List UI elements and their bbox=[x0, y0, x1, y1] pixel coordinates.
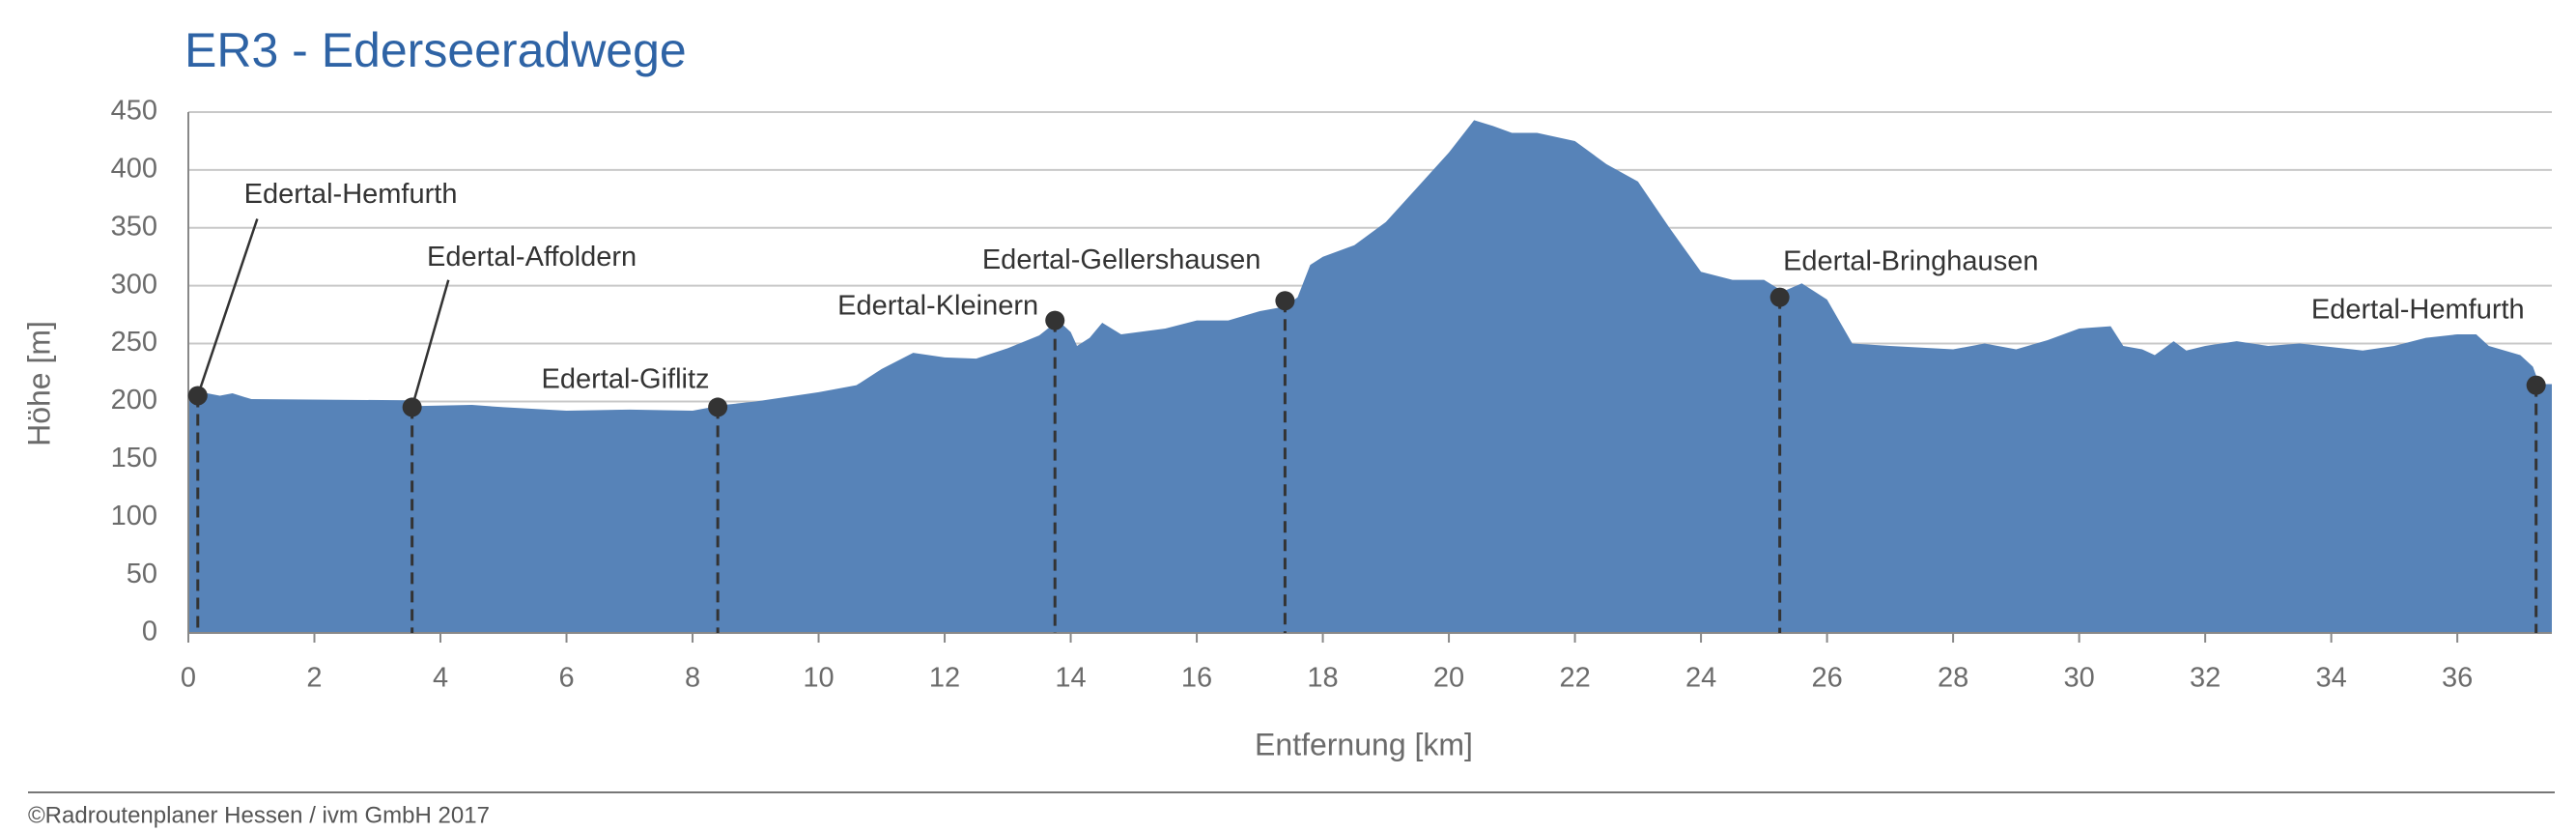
x-tick-label: 8 bbox=[685, 663, 700, 694]
x-tick-label: 6 bbox=[558, 663, 574, 694]
waypoint-marker bbox=[1275, 291, 1295, 311]
waypoint-marker bbox=[187, 386, 208, 406]
y-tick-label: 300 bbox=[111, 269, 157, 300]
x-tick-label: 20 bbox=[1433, 663, 1464, 694]
x-tick-label: 4 bbox=[433, 663, 448, 694]
waypoint-marker bbox=[1769, 287, 1790, 307]
waypoint-label: Edertal-Gellershausen bbox=[982, 244, 1261, 275]
x-tick-label: 32 bbox=[2190, 663, 2221, 694]
footer: ©Radroutenplaner Hessen / ivm GmbH 2017 bbox=[28, 802, 490, 828]
waypoint-leader bbox=[196, 218, 259, 396]
x-tick-label: 34 bbox=[2315, 663, 2346, 694]
x-tick-label: 14 bbox=[1055, 663, 1086, 694]
waypoint-marker bbox=[2526, 375, 2546, 395]
x-tick-label: 30 bbox=[2063, 663, 2094, 694]
x-tick-label: 10 bbox=[803, 663, 834, 694]
x-tick-label: 28 bbox=[1938, 663, 1968, 694]
waypoint-leader bbox=[410, 279, 450, 408]
y-axis-label: Höhe [m] bbox=[21, 321, 56, 446]
x-tick-label: 12 bbox=[929, 663, 960, 694]
waypoint-marker bbox=[708, 397, 728, 417]
waypoint-label: Edertal-Hemfurth bbox=[244, 179, 458, 210]
y-tick-label: 100 bbox=[111, 501, 157, 531]
x-tick-label: 24 bbox=[1685, 663, 1716, 694]
x-tick-label: 26 bbox=[1811, 663, 1842, 694]
y-tick-label: 0 bbox=[142, 617, 157, 647]
y-tick-label: 150 bbox=[111, 443, 157, 473]
x-tick-label: 22 bbox=[1559, 663, 1590, 694]
x-tick-label: 16 bbox=[1181, 663, 1212, 694]
x-tick-label: 0 bbox=[181, 663, 196, 694]
y-tick-label: 350 bbox=[111, 211, 157, 242]
y-tick-label: 250 bbox=[111, 327, 157, 358]
x-axis-label: Entfernung [km] bbox=[1255, 727, 1473, 761]
waypoint-label: Edertal-Affoldern bbox=[427, 242, 637, 273]
elevation-area bbox=[188, 120, 2552, 633]
y-tick-label: 200 bbox=[111, 385, 157, 416]
waypoint-label: Edertal-Kleinern bbox=[837, 291, 1038, 322]
waypoint-marker bbox=[1045, 310, 1065, 330]
waypoint-label: Edertal-Hemfurth bbox=[2311, 294, 2525, 325]
y-tick-label: 450 bbox=[111, 96, 157, 127]
x-tick-label: 36 bbox=[2442, 663, 2473, 694]
waypoint-label: Edertal-Giflitz bbox=[542, 364, 710, 395]
waypoint-label: Edertal-Bringhausen bbox=[1783, 245, 2038, 276]
waypoint-marker bbox=[402, 397, 422, 417]
chart-title: ER3 - Ederseeradwege bbox=[184, 23, 687, 77]
y-tick-label: 50 bbox=[127, 559, 157, 589]
y-tick-label: 400 bbox=[111, 154, 157, 185]
x-tick-label: 18 bbox=[1307, 663, 1338, 694]
x-tick-label: 2 bbox=[306, 663, 322, 694]
